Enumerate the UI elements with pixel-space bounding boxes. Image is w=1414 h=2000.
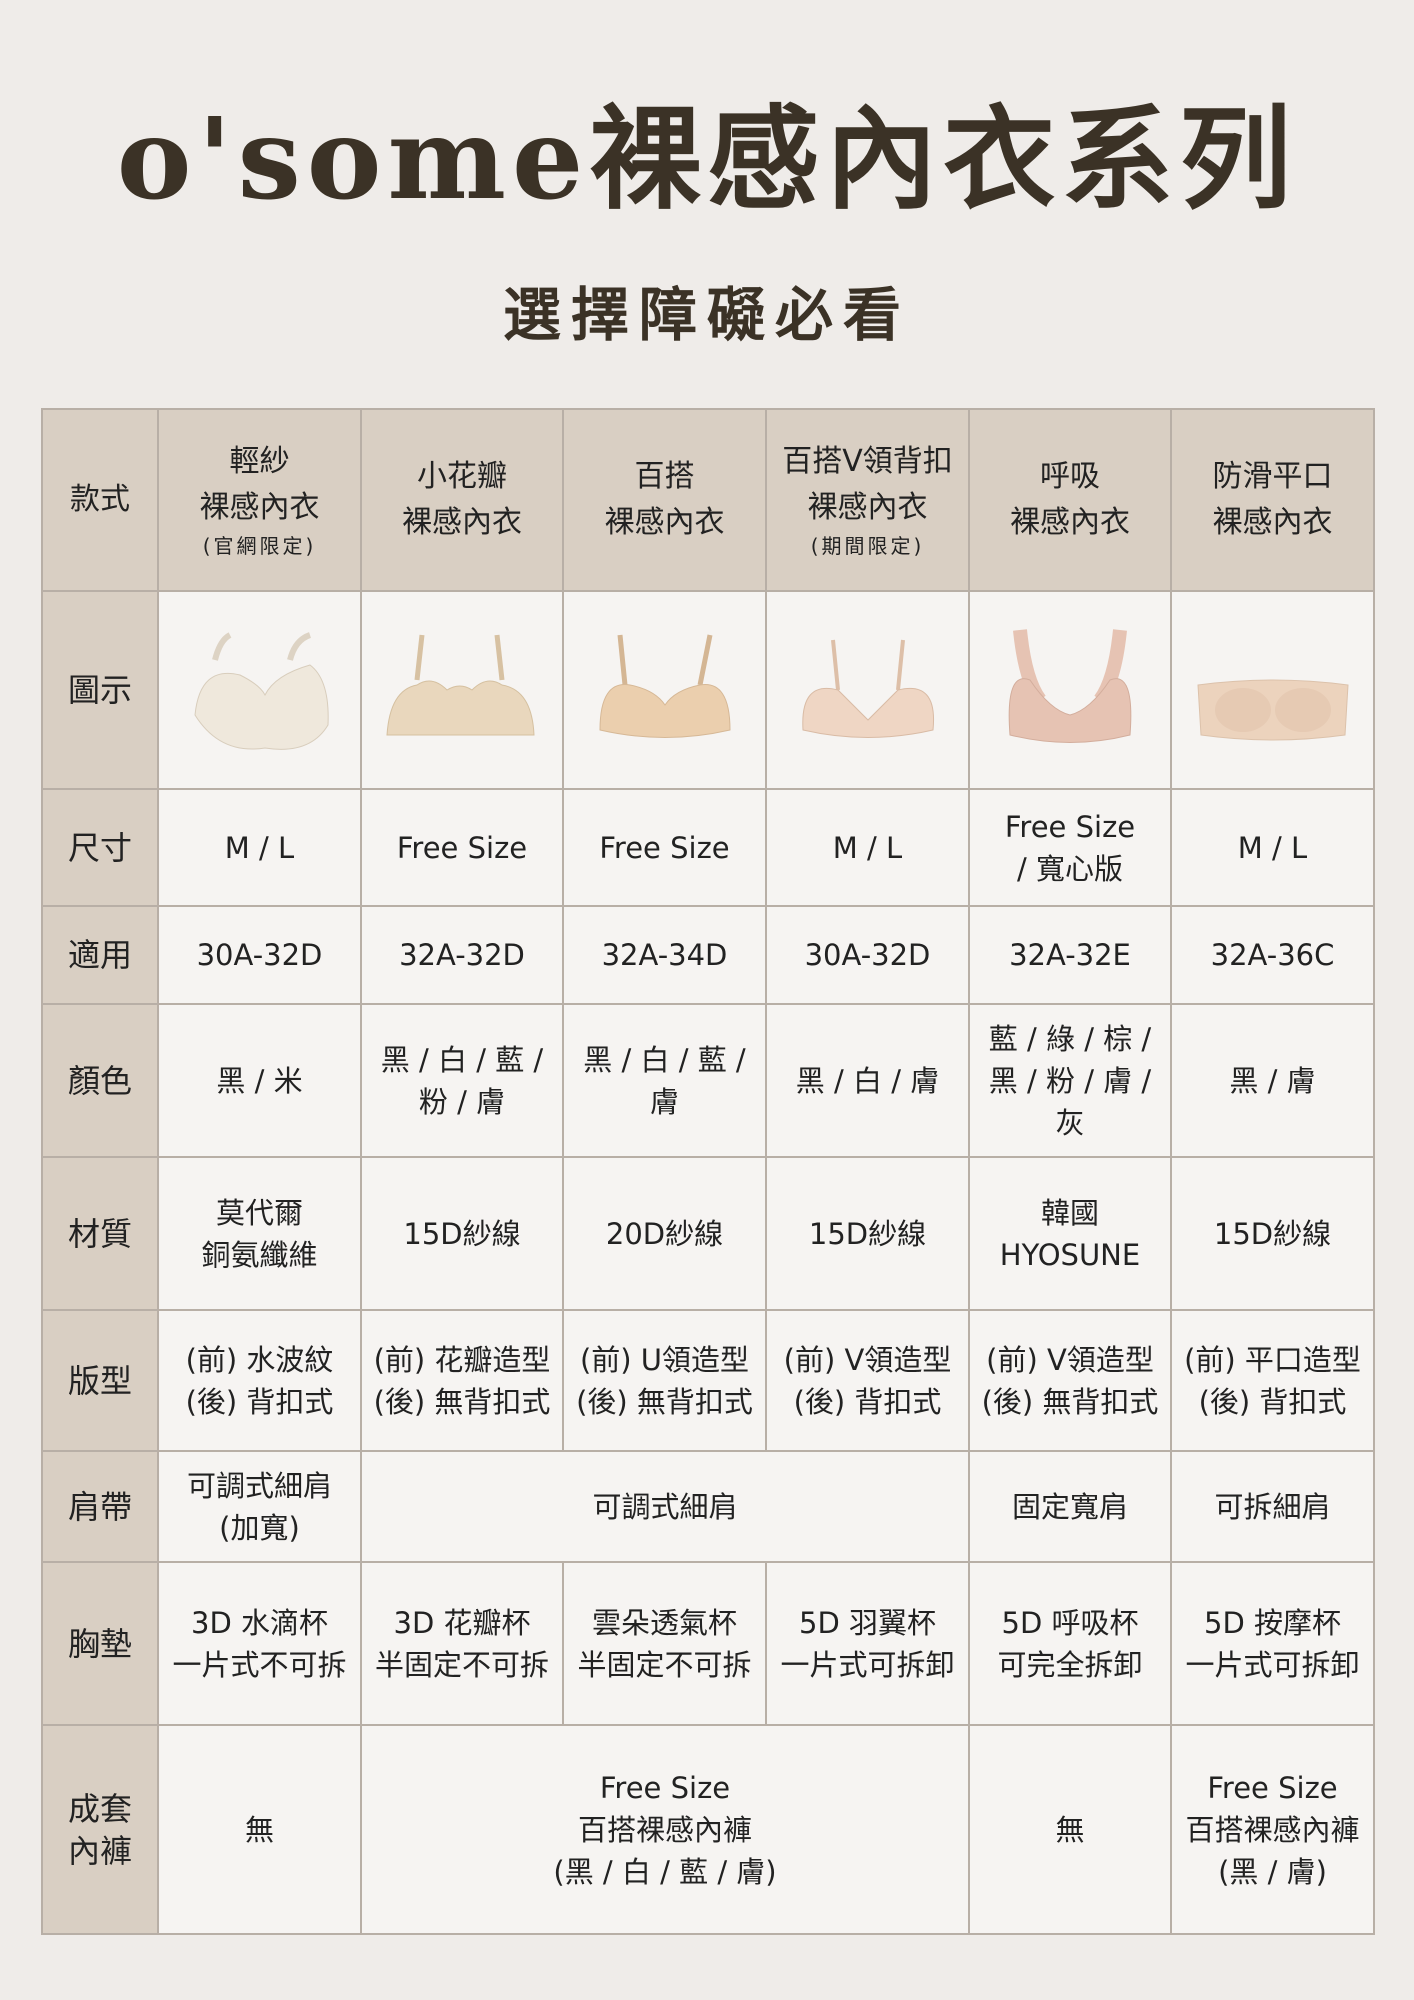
bra-scalloped-nude-icon <box>386 634 535 736</box>
table-cell: Free Size / 寬心版 <box>968 788 1172 907</box>
page-subtitle: 選擇障礙必看 <box>502 281 911 349</box>
product-image-cell <box>157 590 362 790</box>
table-cell: M / L <box>157 788 362 907</box>
table-cell: (前) 花瓣造型 (後) 無背扣式 <box>360 1309 564 1452</box>
table-cell: (前) 平口造型 (後) 背扣式 <box>1170 1309 1375 1452</box>
row-label-fit: 適用 <box>41 905 159 1005</box>
table-cell: 30A-32D <box>157 905 362 1005</box>
product-image-cell <box>1170 590 1375 790</box>
table-cell: (前) V領造型 (後) 無背扣式 <box>968 1309 1172 1452</box>
row-label-material: 材質 <box>41 1156 159 1311</box>
column-header: 小花瓣 裸感內衣 <box>360 408 564 592</box>
bra-vneck-nude-icon <box>801 639 934 738</box>
product-image-cell <box>765 590 970 790</box>
bra-ivory-icon <box>193 632 329 750</box>
row-color: 顏色黑 / 米黑 / 白 / 藍 / 粉 / 膚黑 / 白 / 藍 / 膚黑 /… <box>41 1003 1375 1158</box>
row-label-size: 尺寸 <box>41 788 159 907</box>
column-header: 百搭V領背扣 裸感內衣 (期間限定) <box>765 408 970 592</box>
table-cell: 黑 / 白 / 膚 <box>765 1003 970 1158</box>
table-cell: 5D 呼吸杯 可完全拆卸 <box>968 1561 1172 1726</box>
column-header: 百搭 裸感內衣 <box>562 408 767 592</box>
product-image-cell <box>562 590 767 790</box>
bandeau-nude-icon <box>1196 679 1349 741</box>
table-cell: 15D紗線 <box>765 1156 970 1311</box>
product-name: 百搭V領背扣 裸感內衣 <box>782 444 953 525</box>
table-cell: 雲朵透氣杯 半固定不可拆 <box>562 1561 767 1726</box>
table-cell: (前) U領造型 (後) 無背扣式 <box>562 1309 767 1452</box>
product-name: 小花瓣 裸感內衣 <box>402 459 522 540</box>
table-cell: M / L <box>1170 788 1375 907</box>
row-pad: 胸墊 3D 水滴杯 一片式不可拆 3D 花瓣杯 半固定不可拆 雲朵透氣杯 半固定不可拆… <box>41 1561 1375 1726</box>
table-cell: 5D 按摩杯 一片式可拆卸 <box>1170 1561 1375 1726</box>
bra-nude-icon <box>598 634 731 738</box>
product-image-cell <box>360 590 564 790</box>
table-cell: 可拆細肩 <box>1170 1450 1375 1563</box>
table-cell: (前) 水波紋 (後) 背扣式 <box>157 1309 362 1452</box>
row-label-color: 顏色 <box>41 1003 159 1158</box>
table-cell: 黑 / 白 / 藍 / 膚 <box>562 1003 767 1158</box>
row-label-style: 版型 <box>41 1309 159 1452</box>
table-cell: 固定寬肩 <box>968 1450 1172 1563</box>
table-cell: 5D 羽翼杯 一片式可拆卸 <box>765 1561 970 1726</box>
row-label-strap: 肩帶 <box>41 1450 159 1563</box>
table-cell: 無 <box>157 1724 362 1935</box>
product-name: 百搭 裸感內衣 <box>604 459 725 540</box>
table-cell: 莫代爾 銅氨纖維 <box>157 1156 362 1311</box>
product-note: (期間限定) <box>810 534 925 558</box>
table-cell: Free Size <box>360 788 564 907</box>
table-cell: (前) V領造型 (後) 背扣式 <box>765 1309 970 1452</box>
row-label-image: 圖示 <box>41 590 159 790</box>
product-name: 輕紗 裸感內衣 <box>199 444 320 525</box>
table-cell: 3D 水滴杯 一片式不可拆 <box>157 1561 362 1726</box>
table-cell: 15D紗線 <box>1170 1156 1375 1311</box>
product-name: 防滑平口 裸感內衣 <box>1212 459 1333 540</box>
table-cell: 32A-32D <box>360 905 564 1005</box>
image-row: 圖示 <box>41 590 1375 790</box>
column-header: 輕紗 裸感內衣 (官網限定) <box>157 408 362 592</box>
table-cell: 可調式細肩 (加寬) <box>157 1450 362 1563</box>
product-image-cell <box>968 590 1172 790</box>
table-cell: Free Size 百搭裸感內褲 (黑 / 白 / 藍 / 膚) <box>360 1724 970 1935</box>
row-strap: 肩帶 可調式細肩 (加寬) 可調式細肩 固定寬肩 可拆細肩 <box>41 1450 1375 1563</box>
page-title: o'some裸感內衣系列 <box>116 94 1298 225</box>
row-material: 材質 莫代爾 銅氨纖維 15D紗線 20D紗線 15D紗線 韓國 HYOSUNE 15D紗線 <box>41 1156 1375 1311</box>
row-label-set: 成套 內褲 <box>41 1724 159 1935</box>
table-cell: 32A-32E <box>968 905 1172 1005</box>
table-cell: 3D 花瓣杯 半固定不可拆 <box>360 1561 564 1726</box>
product-name: 呼吸 裸感內衣 <box>1010 459 1130 540</box>
table-cell: 20D紗線 <box>562 1156 767 1311</box>
table-cell: 韓國 HYOSUNE <box>968 1156 1172 1311</box>
row-size: 尺寸 M / L Free Size Free Size M / L Free Size … <box>41 788 1375 907</box>
table-cell: 無 <box>968 1724 1172 1935</box>
table-cell: 32A-34D <box>562 905 767 1005</box>
table-cell: M / L <box>765 788 970 907</box>
bra-racerback-pink-icon <box>1008 629 1132 743</box>
comparison-table: 款式 輕紗 裸感內衣 (官網限定) 小花瓣 裸感內衣 百搭 裸感內衣 百搭V領背扣 裸感內… <box>41 408 1375 1935</box>
row-label-style: 款式 <box>41 408 159 592</box>
table-cell: 30A-32D <box>765 905 970 1005</box>
product-note: (官網限定) <box>202 534 317 558</box>
row-fit: 適用 30A-32D 32A-32D 32A-34D 30A-32D 32A-32E 32A… <box>41 905 1375 1005</box>
table-cell: 15D紗線 <box>360 1156 564 1311</box>
table-cell: 藍 / 綠 / 棕 / 黑 / 粉 / 膚 / 灰 <box>968 1003 1172 1158</box>
table-cell: Free Size 百搭裸感內褲 (黑 / 膚) <box>1170 1724 1375 1935</box>
table-cell: 可調式細肩 <box>360 1450 970 1563</box>
row-label-pad: 胸墊 <box>41 1561 159 1726</box>
table-cell: 黑 / 白 / 藍 / 粉 / 膚 <box>360 1003 564 1158</box>
row-set: 成套 內褲無 Free Size 百搭裸感內褲 (黑 / 白 / 藍 / 膚) 無 F… <box>41 1724 1375 1935</box>
table-cell: 黑 / 膚 <box>1170 1003 1375 1158</box>
table-cell: 32A-36C <box>1170 905 1375 1005</box>
column-header: 防滑平口 裸感內衣 <box>1170 408 1375 592</box>
header-row: 款式 輕紗 裸感內衣 (官網限定) 小花瓣 裸感內衣 百搭 裸感內衣 百搭V領背扣 裸感內… <box>41 408 1375 592</box>
row-style: 版型 (前) 水波紋 (後) 背扣式 (前) 花瓣造型 (後) 無背扣式 (前) U領… <box>41 1309 1375 1452</box>
table-cell: 黑 / 米 <box>157 1003 362 1158</box>
column-header: 呼吸 裸感內衣 <box>968 408 1172 592</box>
table-cell: Free Size <box>562 788 767 907</box>
